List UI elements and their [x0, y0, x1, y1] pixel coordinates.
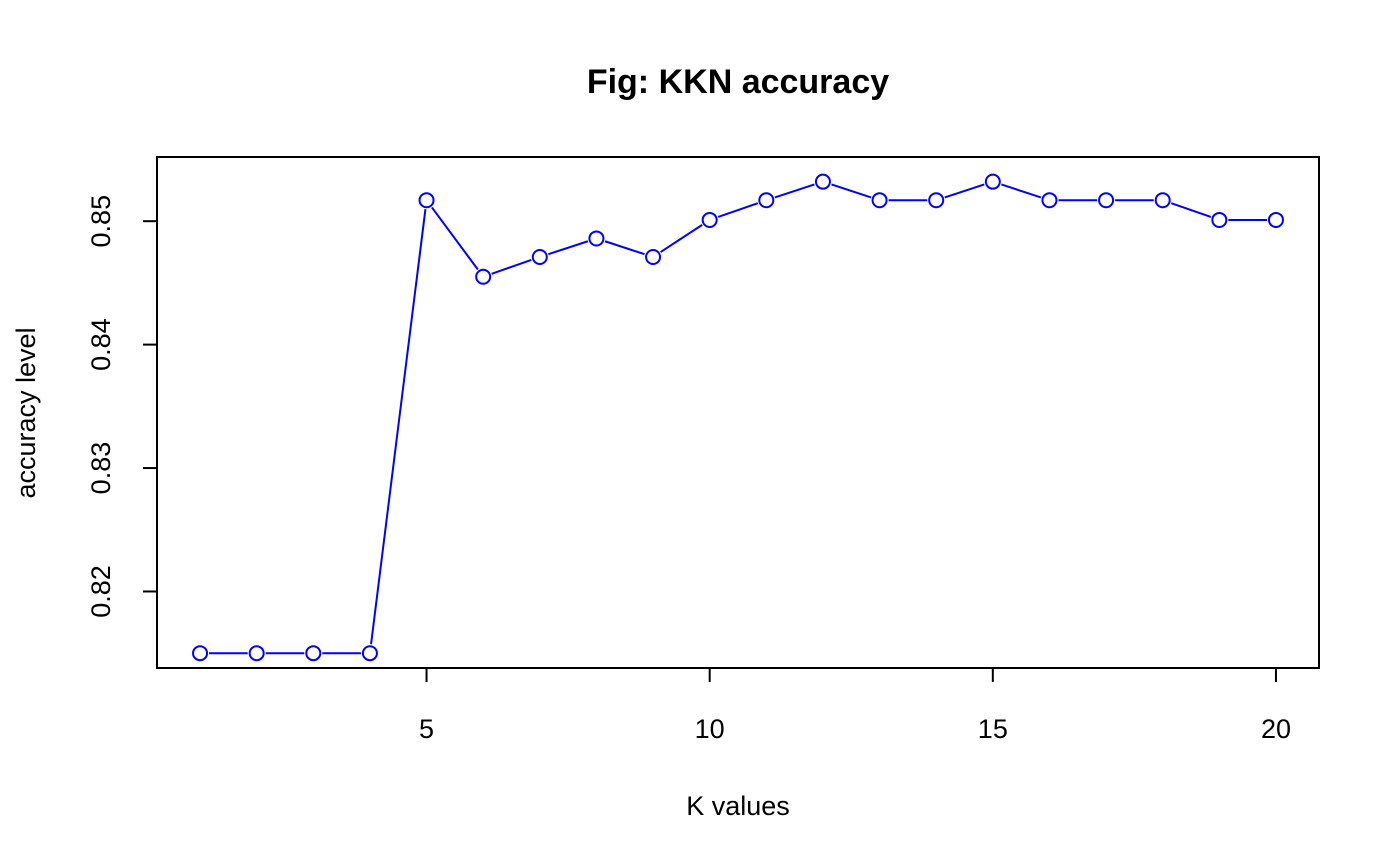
- series-line-segment: [831, 183, 872, 199]
- data-point: [758, 192, 775, 209]
- x-tick-label: 20: [1261, 714, 1291, 744]
- x-tick-label: 5: [419, 714, 434, 744]
- data-point: [475, 268, 492, 285]
- series-line-segment: [774, 183, 815, 199]
- series-line-segment: [1001, 183, 1042, 199]
- data-point: [1098, 192, 1115, 209]
- data-point: [1211, 211, 1228, 228]
- series-line-segment: [370, 209, 427, 645]
- series-line-segment: [944, 183, 985, 199]
- data-point: [871, 192, 888, 209]
- y-axis: 0.82 0.83 0.84 0.85: [86, 195, 157, 618]
- data-point: [928, 192, 945, 209]
- x-tick-label: 15: [978, 714, 1008, 744]
- x-tick-label: 10: [695, 714, 725, 744]
- data-point: [192, 645, 209, 662]
- chart-title: Fig: KKN accuracy: [587, 63, 889, 101]
- data-point: [984, 173, 1001, 190]
- series-line-segment: [660, 224, 703, 253]
- data-point: [701, 211, 718, 228]
- data-point: [248, 645, 265, 662]
- y-axis-label: accuracy level: [11, 327, 41, 498]
- series-line-segment: [1170, 202, 1212, 218]
- x-axis: 5 10 15 20: [419, 668, 1291, 744]
- series-layer: [192, 173, 1284, 662]
- y-tick-label: 0.85: [86, 195, 116, 248]
- data-point: [645, 248, 662, 265]
- y-tick-label: 0.82: [86, 565, 116, 618]
- series-line-segment: [431, 206, 479, 271]
- y-tick-label: 0.83: [86, 442, 116, 495]
- x-axis-label: K values: [686, 791, 790, 821]
- data-point: [588, 230, 605, 247]
- data-point: [531, 248, 548, 265]
- series-line-segment: [548, 240, 589, 256]
- data-point: [361, 645, 378, 662]
- series-line-segment: [604, 240, 645, 256]
- series-line-segment: [491, 258, 532, 275]
- data-point: [1267, 211, 1284, 228]
- data-point: [1041, 192, 1058, 209]
- data-point: [814, 173, 831, 190]
- data-point: [418, 192, 435, 209]
- series-line-segment: [717, 202, 759, 218]
- y-tick-label: 0.84: [86, 318, 116, 371]
- data-point: [305, 645, 322, 662]
- data-point: [1154, 192, 1171, 209]
- plot-frame: [156, 156, 1320, 669]
